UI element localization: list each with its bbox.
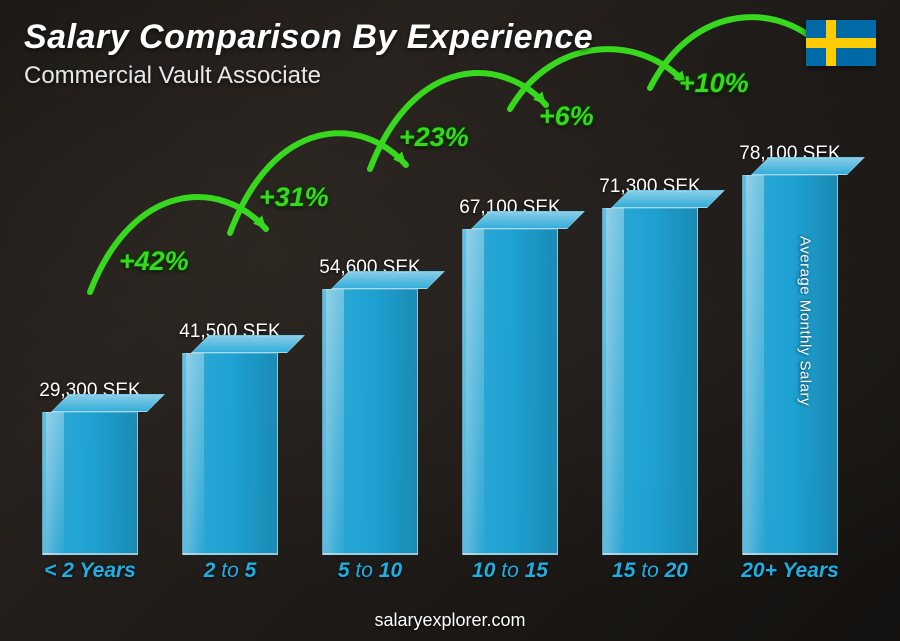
bar <box>462 229 558 555</box>
chart-subtitle: Commercial Vault Associate <box>24 62 321 90</box>
bar <box>42 412 138 555</box>
bars-container: 29,300 SEK41,500 SEK54,600 SEK67,100 SEK… <box>20 110 860 555</box>
bar-wrap: 78,100 SEK <box>720 143 860 555</box>
growth-pct-label: +10% <box>679 68 749 99</box>
x-axis-label: 2 to 5 <box>160 559 300 583</box>
y-axis-label: Average Monthly Salary <box>797 236 814 406</box>
bar-wrap: 71,300 SEK <box>580 176 720 555</box>
x-axis-label: < 2 Years <box>20 559 160 583</box>
x-axis-label: 15 to 20 <box>580 559 720 583</box>
sweden-flag-icon <box>806 20 876 66</box>
bar <box>602 208 698 555</box>
chart-title: Salary Comparison By Experience <box>24 18 593 57</box>
bar-wrap: 41,500 SEK <box>160 321 300 555</box>
source-attribution: salaryexplorer.com <box>374 610 525 631</box>
x-axis-label: 5 to 10 <box>300 559 440 583</box>
bar-chart: 29,300 SEK41,500 SEK54,600 SEK67,100 SEK… <box>0 110 860 597</box>
x-axis-labels: < 2 Years2 to 55 to 1010 to 1515 to 2020… <box>20 559 860 597</box>
chart-stage: Salary Comparison By Experience Commerci… <box>0 0 900 641</box>
bar <box>322 289 418 555</box>
bar-wrap: 67,100 SEK <box>440 197 580 555</box>
bar <box>182 353 278 555</box>
x-axis-label: 10 to 15 <box>440 559 580 583</box>
bar-wrap: 54,600 SEK <box>300 257 440 555</box>
x-axis-label: 20+ Years <box>720 559 860 583</box>
bar <box>742 175 838 555</box>
bar-wrap: 29,300 SEK <box>20 380 160 555</box>
